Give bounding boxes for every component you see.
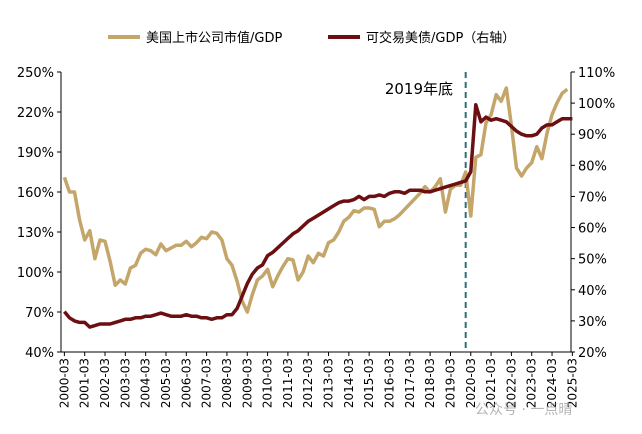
y-right-tick-label: 70% xyxy=(578,190,607,205)
y-left-tick-label: 130% xyxy=(17,226,54,241)
x-tick-label: 2004-03 xyxy=(139,358,153,408)
legend: 美国上市公司市值/GDP 可交易美债/GDP（右轴） xyxy=(108,30,515,46)
y-axis-right-ticks: 20% 30% 40% 50% 60% 70% 80% 90% 100% 110% xyxy=(571,66,615,361)
y-left-tick-label: 70% xyxy=(25,306,54,321)
legend-label-equity: 美国上市公司市值/GDP xyxy=(146,30,282,46)
y-right-tick-label: 20% xyxy=(578,346,607,361)
x-tick-label: 2002-03 xyxy=(98,358,112,408)
y-right-tick-label: 100% xyxy=(578,97,615,112)
watermark: 公众号 · 一点晴 xyxy=(475,402,572,418)
y-left-tick-label: 40% xyxy=(25,346,54,361)
x-tick-label: 2009-03 xyxy=(240,358,254,408)
y-right-tick-label: 110% xyxy=(578,66,615,81)
x-tick-label: 2006-03 xyxy=(179,358,193,408)
y-right-tick-label: 90% xyxy=(578,128,607,143)
x-tick-label: 2020-03 xyxy=(464,358,478,408)
x-tick-label: 2011-03 xyxy=(281,358,295,408)
x-tick-label: 2000-03 xyxy=(57,358,71,408)
series-line-treasury-to-gdp xyxy=(63,102,573,329)
x-tick-label: 2023-03 xyxy=(525,358,539,408)
x-axis-ticks: 2000-03 2001-03 2002-03 2003-03 2004-03 2005-… xyxy=(57,352,579,408)
x-tick-label: 2017-03 xyxy=(403,358,417,408)
y-right-tick-label: 50% xyxy=(578,253,607,268)
y-right-tick-label: 80% xyxy=(578,159,607,174)
x-tick-label: 2007-03 xyxy=(200,358,214,408)
annotation-label-2019: 2019年底 xyxy=(385,80,453,98)
x-tick-label: 2019-03 xyxy=(443,358,457,408)
x-tick-label: 2018-03 xyxy=(423,358,437,408)
y-right-tick-label: 30% xyxy=(578,315,607,330)
x-tick-label: 2025-03 xyxy=(565,358,579,408)
x-tick-label: 2013-03 xyxy=(322,358,336,408)
y-right-tick-label: 40% xyxy=(578,284,607,299)
series-line-equity-to-gdp xyxy=(62,86,569,314)
x-tick-label: 2010-03 xyxy=(261,358,275,408)
x-tick-label: 2024-03 xyxy=(545,358,559,408)
legend-label-treasury: 可交易美债/GDP（右轴） xyxy=(366,30,515,46)
y-left-tick-label: 250% xyxy=(17,66,54,81)
y-left-tick-label: 220% xyxy=(17,106,54,121)
y-left-tick-label: 160% xyxy=(17,186,54,201)
x-tick-label: 2021-03 xyxy=(484,358,498,408)
x-tick-label: 2016-03 xyxy=(382,358,396,408)
y-left-tick-label: 100% xyxy=(17,266,54,281)
x-tick-label: 2022-03 xyxy=(504,358,518,408)
y-left-tick-label: 190% xyxy=(17,146,54,161)
x-tick-label: 2015-03 xyxy=(362,358,376,408)
x-tick-label: 2014-03 xyxy=(342,358,356,408)
y-right-tick-label: 60% xyxy=(578,222,607,237)
x-tick-label: 2008-03 xyxy=(220,358,234,408)
y-axis-left-ticks: 40% 70% 100% 130% 160% 190% 220% 250% xyxy=(17,66,61,361)
x-tick-label: 2003-03 xyxy=(118,358,132,408)
x-tick-label: 2005-03 xyxy=(159,358,173,408)
x-tick-label: 2001-03 xyxy=(78,358,92,408)
x-tick-label: 2012-03 xyxy=(301,358,315,408)
